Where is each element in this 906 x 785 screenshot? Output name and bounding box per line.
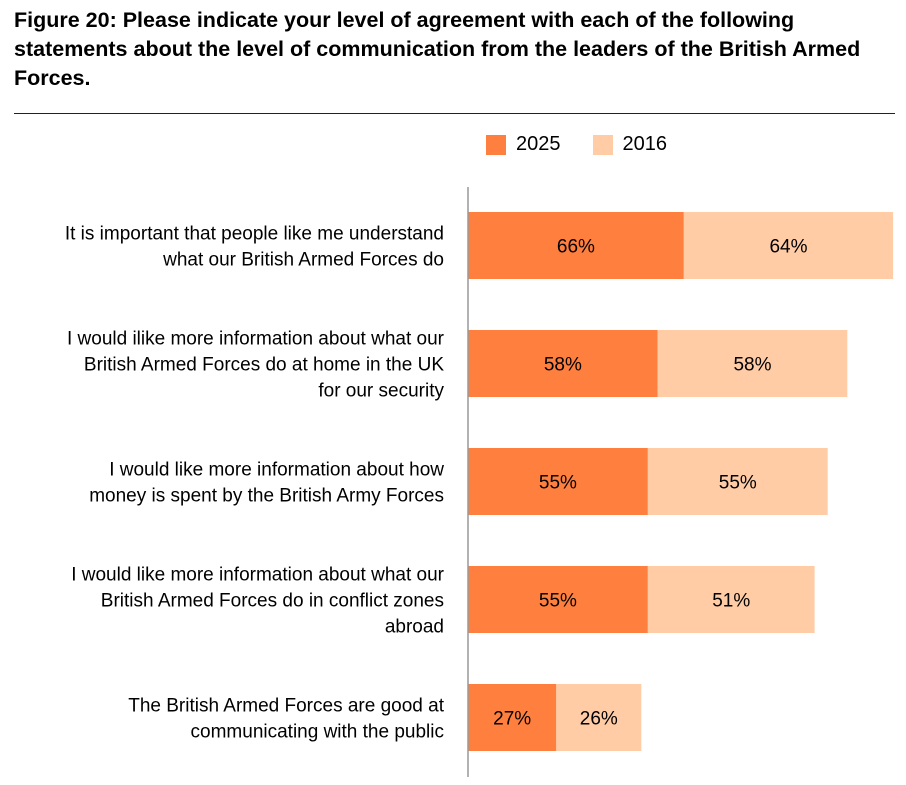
legend-item-2025: 2025 xyxy=(486,133,561,156)
category-label-line: I would like more information about how xyxy=(109,460,444,481)
data-label-2025-4: 27% xyxy=(493,709,531,730)
category-label-line: communicating with the public xyxy=(191,722,444,743)
bar-2016-1 xyxy=(657,330,848,397)
bar-2016-0 xyxy=(683,212,894,279)
legend-label-2016: 2016 xyxy=(622,133,668,155)
chart-title: Figure 20: Please indicate your level of… xyxy=(14,8,861,90)
category-label-line: I would ilike more information about wha… xyxy=(67,329,445,350)
legend-item-2016: 2016 xyxy=(592,133,668,156)
data-label-2025-3: 55% xyxy=(539,591,577,612)
bar-2025-3 xyxy=(468,566,648,633)
bar-2025-2 xyxy=(468,448,648,515)
category-label-line: abroad xyxy=(385,617,444,638)
category-label-3: I would like more information about what… xyxy=(71,565,444,638)
bar-2016-3 xyxy=(647,566,815,633)
category-label-line: money is spent by the British Army Force… xyxy=(89,486,444,507)
title-divider xyxy=(14,113,895,114)
chart-legend: 2025 2016 xyxy=(486,133,699,156)
category-label-line: what our British Armed Forces do xyxy=(162,250,444,271)
legend-swatch-2025 xyxy=(486,134,506,155)
bar-2016-2 xyxy=(647,448,828,515)
legend-label-2025: 2025 xyxy=(516,133,561,155)
data-label-2016-1: 58% xyxy=(733,355,771,376)
category-label-line: British Armed Forces do in conflict zone… xyxy=(101,591,444,612)
data-label-2025-0: 66% xyxy=(557,237,595,258)
category-label-0: It is important that people like me unde… xyxy=(65,224,444,271)
bar-2025-4 xyxy=(468,684,557,751)
category-label-line: for our security xyxy=(318,381,444,402)
data-label-2016-2: 55% xyxy=(719,473,757,494)
data-label-2025-2: 55% xyxy=(539,473,577,494)
bar-2025-1 xyxy=(468,330,658,397)
category-label-4: The British Armed Forces are good at comm… xyxy=(128,696,444,743)
category-label-2: I would like more information about how m… xyxy=(89,460,444,507)
category-label-line: It is important that people like me unde… xyxy=(65,224,444,245)
data-label-2025-1: 58% xyxy=(544,355,582,376)
category-label-line: I would like more information about what… xyxy=(71,565,444,586)
data-label-2016-0: 64% xyxy=(769,237,807,258)
category-label-1: I would ilike more information about wha… xyxy=(67,329,445,402)
legend-swatch-2016 xyxy=(592,134,613,155)
data-label-2016-4: 26% xyxy=(580,709,618,730)
bar-2016-4 xyxy=(556,684,642,751)
data-label-2016-3: 51% xyxy=(712,591,750,612)
category-label-line: British Armed Forces do at home in the U… xyxy=(84,355,444,376)
category-label-line: The British Armed Forces are good at xyxy=(128,696,444,717)
bar-2025-0 xyxy=(468,212,684,279)
